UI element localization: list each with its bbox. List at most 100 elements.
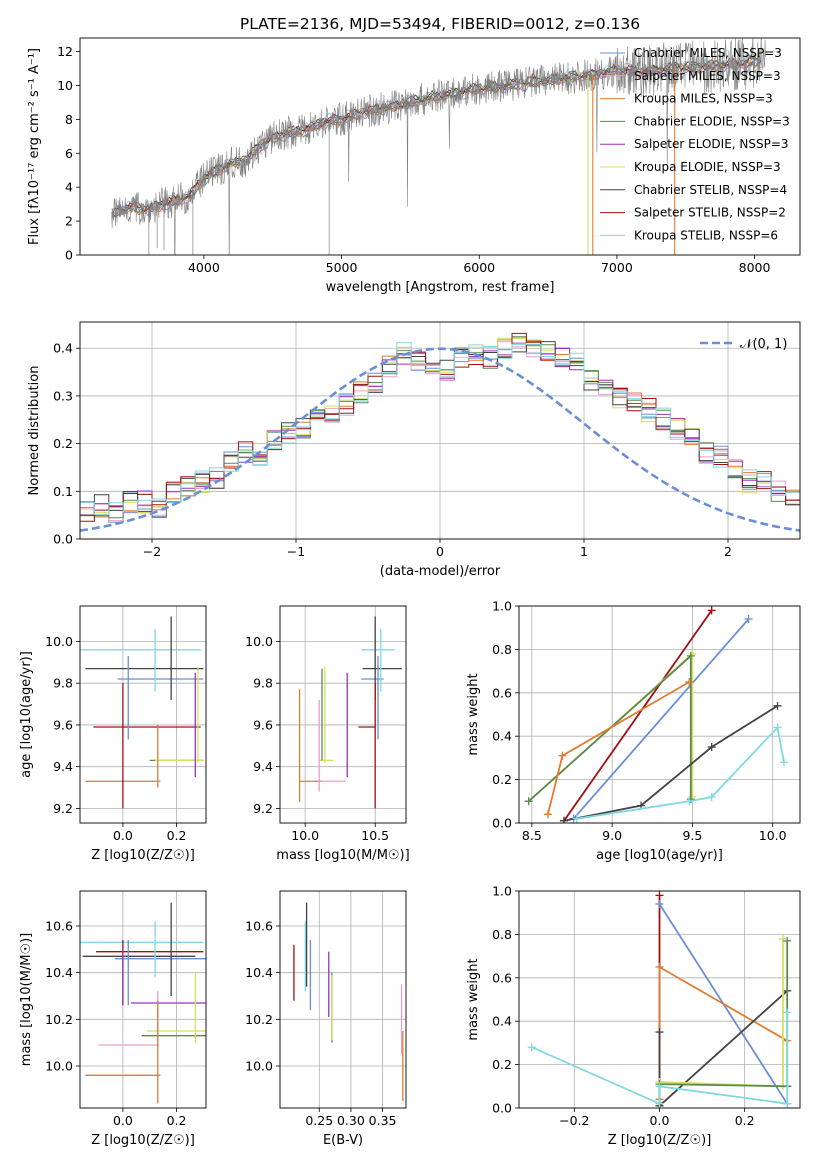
x-tick-label: 6000 — [463, 260, 495, 275]
y-tick-label: 0.3 — [53, 388, 73, 403]
x-axis-label: Z [log10(Z/Z☉)] — [91, 848, 195, 863]
y-tick-label: 0.0 — [492, 1101, 512, 1116]
y-axis-label: mass weight — [466, 673, 481, 755]
x-tick-label: 8.5 — [522, 828, 542, 843]
weight-marker — [572, 814, 581, 823]
x-tick-label: −2 — [143, 544, 161, 559]
x-tick-label: 0.30 — [337, 1113, 365, 1128]
y-tick-label: 0.2 — [492, 772, 512, 787]
y-tick-label: 4 — [65, 180, 73, 195]
y-tick-label: 10.0 — [245, 634, 273, 649]
y-tick-label: 9.4 — [253, 759, 273, 774]
residual-histogram-chabrier-stelib — [80, 341, 800, 517]
legend-label: Salpeter STELIB, NSSP=2 — [634, 206, 786, 220]
x-tick-label: 9.5 — [682, 828, 702, 843]
y-tick-label: 12 — [57, 44, 73, 59]
y-tick-label: 0.0 — [53, 532, 73, 547]
y-tick-label: 1.0 — [492, 599, 512, 614]
x-tick-label: 0.2 — [167, 1113, 187, 1128]
y-tick-label: 0.0 — [492, 816, 512, 831]
legend-label: Kroupa STELIB, NSSP=6 — [634, 228, 778, 242]
legend-label: Chabrier STELIB, NSSP=4 — [634, 183, 787, 197]
x-tick-label: 0.35 — [369, 1113, 397, 1128]
weight-marker — [783, 1099, 792, 1108]
legend-label: Salpeter ELODIE, NSSP=3 — [634, 137, 789, 151]
weight-marker — [707, 792, 716, 801]
weight-marker — [707, 743, 716, 752]
y-tick-label: 10.0 — [245, 1059, 273, 1074]
y-tick-label: 0.6 — [492, 685, 512, 700]
legend-label: Chabrier ELODIE, NSSP=3 — [634, 114, 790, 128]
weight-marker — [773, 701, 782, 710]
residual-histogram-kroupa-stelib — [80, 342, 800, 515]
y-tick-label: 0.4 — [53, 341, 73, 356]
plot-area-spectrum — [111, 38, 766, 255]
y-tick-label: 0.2 — [492, 1057, 512, 1072]
y-tick-label: 9.6 — [253, 717, 273, 732]
axes-frame — [518, 605, 801, 824]
x-tick-label: 0.0 — [650, 1113, 670, 1128]
y-axis-label: Normed distribution — [27, 366, 42, 496]
x-axis-label: E(B-V) — [323, 1133, 363, 1148]
y-tick-label: 10.0 — [45, 634, 73, 649]
weight-marker — [744, 615, 753, 624]
legend-residuals: 𝒩(0, 1) — [700, 337, 787, 352]
y-axis-label: mass weight — [466, 958, 481, 1040]
x-tick-label: −0.2 — [559, 1113, 589, 1128]
axes-age-Z: 0.0 0.2 9.2 9.4 9.6 9.8 10.0 Z [log10(Z/Z☉)] age… — [19, 605, 207, 863]
y-tick-label: 9.8 — [253, 676, 273, 691]
y-tick-label: 10.4 — [245, 965, 273, 980]
y-tick-label: 0.4 — [492, 1014, 512, 1029]
y-tick-label: 9.2 — [253, 801, 273, 816]
weight-line-salpeter-stelib — [563, 609, 713, 822]
legend-label: Salpeter MILES, NSSP=3 — [634, 69, 781, 83]
weight-marker — [655, 891, 664, 900]
weight-marker — [655, 1082, 664, 1091]
y-axis-label: Flux [fλ10⁻¹⁷ erg cm⁻² s⁻¹ A⁻¹] — [27, 48, 42, 245]
weight-marker — [524, 797, 533, 806]
weight-marker — [779, 758, 788, 767]
legend-label: Kroupa MILES, NSSP=3 — [634, 92, 773, 106]
y-tick-label: 10.4 — [45, 965, 73, 980]
legend-label: 𝒩(0, 1) — [740, 337, 787, 352]
weight-marker — [685, 797, 694, 806]
x-axis-label: wavelength [Angstrom, rest frame] — [326, 280, 555, 295]
y-tick-label: 8 — [65, 112, 73, 127]
y-axis-label: mass [log10(M/M☉)] — [19, 933, 34, 1066]
y-axis-label: age [log10(age/yr)] — [19, 651, 34, 778]
x-axis-label: age [log10(age/yr)] — [596, 848, 723, 863]
y-tick-label: 6 — [65, 146, 73, 161]
weight-marker — [655, 1099, 664, 1108]
plot-area-mass-ebv — [293, 902, 404, 1101]
axes-weight-age: 8.5 9.0 9.5 10.0 0.0 0.2 0.4 0.6 0.8 1.0 age [log1… — [466, 599, 801, 863]
legend-spectrum: Chabrier MILES, NSSP=3 Salpeter MILES, NS… — [600, 46, 790, 242]
y-tick-label: 0 — [65, 248, 73, 263]
legend-label: Kroupa ELODIE, NSSP=3 — [634, 160, 781, 174]
weight-marker — [527, 1043, 536, 1052]
y-tick-label: 10.0 — [45, 1059, 73, 1074]
y-tick-label: 9.2 — [53, 801, 73, 816]
y-tick-label: 0.8 — [492, 642, 512, 657]
weight-marker — [543, 810, 552, 819]
axes-residuals: −2 −1 0 1 2 0.0 0.1 0.2 0.3 0.4 (data-model)/error… — [27, 321, 801, 579]
normal-curve — [80, 347, 800, 532]
y-tick-label: 0.1 — [53, 484, 73, 499]
weight-marker — [778, 934, 787, 943]
x-tick-label: 0 — [436, 544, 444, 559]
plot-area-age-mass — [298, 616, 402, 809]
weight-line-chabrier-stelib — [563, 705, 778, 822]
y-tick-label: 10.2 — [245, 1012, 273, 1027]
axes-frame — [79, 37, 801, 256]
y-tick-label: 9.6 — [53, 717, 73, 732]
x-tick-label: 0.0 — [113, 828, 133, 843]
axes-frame — [79, 890, 207, 1109]
weight-line-chabrier-miles — [572, 618, 750, 820]
x-tick-label: 0.0 — [113, 1113, 133, 1128]
axes-frame — [79, 605, 207, 824]
weight-marker — [558, 751, 567, 760]
y-tick-label: 0.6 — [492, 970, 512, 985]
plot-area-weight-age — [524, 606, 788, 823]
weight-line-kroupa-elodie — [659, 938, 784, 1088]
y-tick-label: 1.0 — [492, 884, 512, 899]
